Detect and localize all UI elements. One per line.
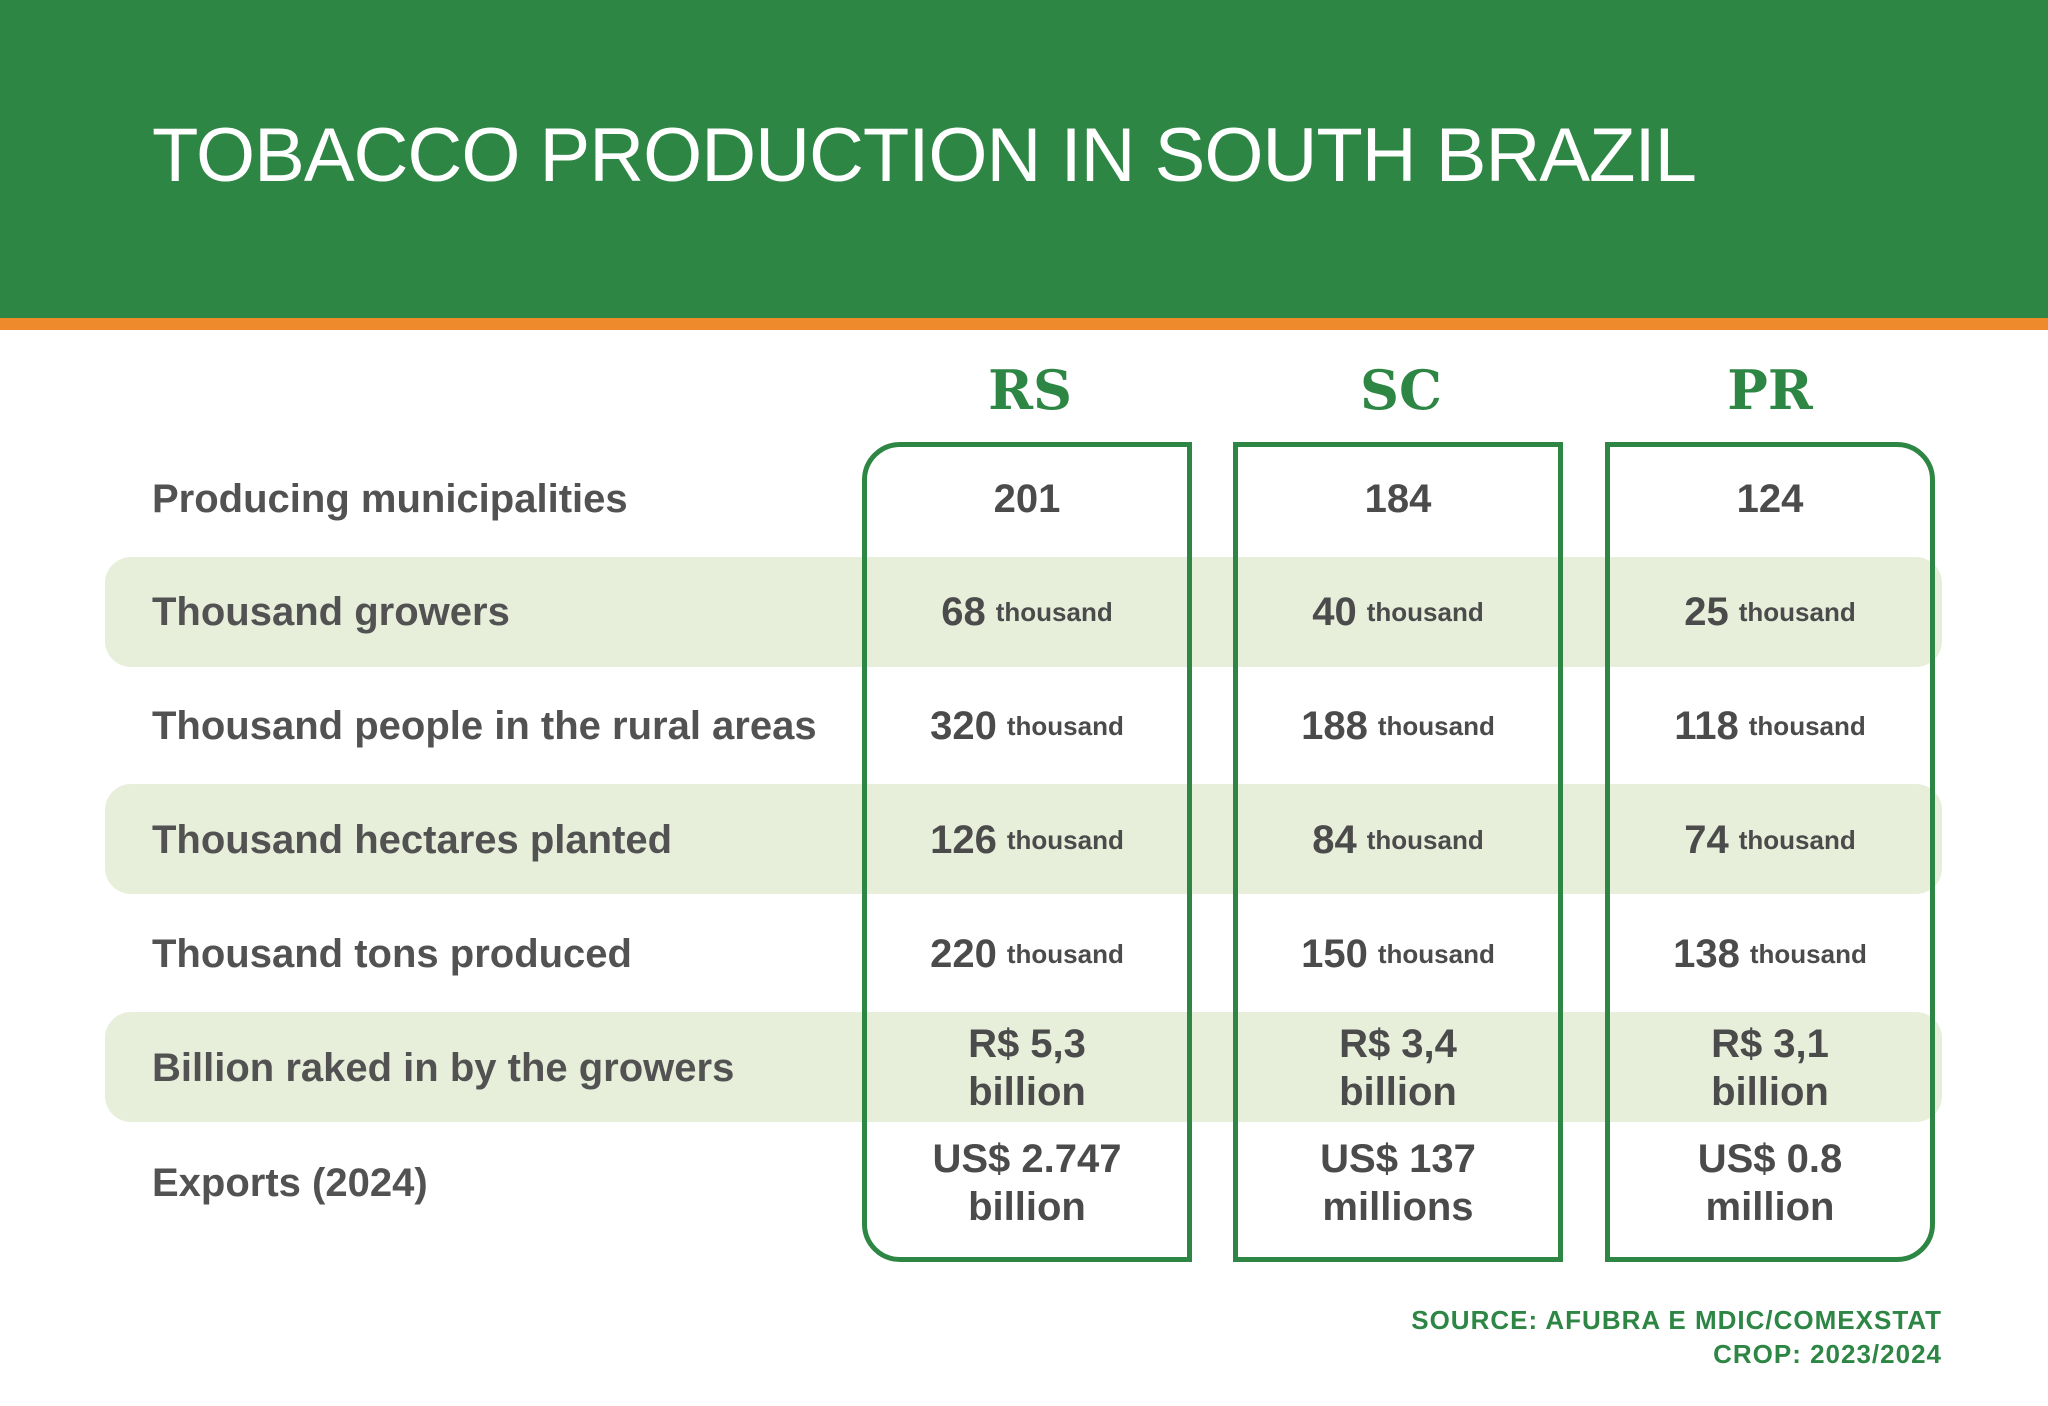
table-cell-pr-3: 74 thousand [1605, 784, 1935, 896]
cell-unit: thousand [1749, 938, 1867, 969]
cell-number: 118 [1674, 703, 1739, 748]
table-cell-rs-0: 201 [862, 443, 1192, 555]
table-cell-sc-3: 84 thousand [1233, 784, 1563, 896]
cell-value-unit: billion [968, 1070, 1086, 1114]
row-label-tons: Thousand tons produced [152, 932, 632, 976]
table-cell-pr-6: US$ 0.8 million [1605, 1127, 1935, 1239]
row-band-billion [105, 1012, 1942, 1122]
table-cell-sc-0: 184 [1233, 443, 1563, 555]
accent-divider [0, 318, 2048, 330]
cell-value: R$ 5,3 [968, 1022, 1086, 1066]
page-title: TOBACCO PRODUCTION IN SOUTH BRAZIL [152, 113, 1697, 198]
cell-number: 184 [1364, 476, 1432, 521]
row-band-growers [105, 557, 1942, 667]
row-band-hectares [105, 784, 1942, 894]
table-cell-sc-5: R$ 3,4 billion [1233, 1012, 1563, 1124]
row-label-growers: Thousand growers [152, 590, 510, 634]
row-label-municipalities: Producing municipalities [152, 477, 628, 521]
cell-unit: thousand [1366, 824, 1484, 855]
cell-number: 84 [1312, 817, 1357, 862]
cell-unit: thousand [1748, 710, 1866, 741]
cell-number: 124 [1736, 476, 1804, 521]
cell-unit: thousand [1377, 710, 1495, 741]
cell-unit: thousand [1006, 710, 1124, 741]
cell-unit: thousand [1006, 938, 1124, 969]
table-cell-sc-2: 188 thousand [1233, 670, 1563, 782]
cell-value: US$ 137 [1320, 1137, 1476, 1181]
column-header-sc: SC [1360, 358, 1442, 422]
crop-line: CROP: 2023/2024 [1713, 1339, 1942, 1369]
source-note: SOURCE: AFUBRA E MDIC/COMEXSTAT CROP: 20… [1411, 1303, 1942, 1371]
table-cell-pr-1: 25 thousand [1605, 556, 1935, 668]
source-line: SOURCE: AFUBRA E MDIC/COMEXSTAT [1411, 1305, 1942, 1335]
table-cell-rs-1: 68 thousand [862, 556, 1192, 668]
cell-value-unit: million [1705, 1185, 1835, 1229]
column-box-pr [1605, 442, 1935, 1262]
table-cell-rs-4: 220 thousand [862, 898, 1192, 1010]
cell-number: 188 [1301, 703, 1368, 748]
table-cell-pr-4: 138 thousand [1605, 898, 1935, 1010]
column-header-pr: PR [1727, 358, 1813, 422]
table-cell-rs-6: US$ 2.747 billion [862, 1127, 1192, 1239]
cell-value-unit: billion [1339, 1070, 1457, 1114]
column-box-rs [862, 442, 1192, 1262]
cell-value-unit: billion [1711, 1070, 1829, 1114]
table-cell-pr-2: 118 thousand [1605, 670, 1935, 782]
cell-number: 138 [1673, 931, 1740, 976]
table-cell-rs-5: R$ 5,3 billion [862, 1012, 1192, 1124]
cell-unit: thousand [1738, 596, 1856, 627]
cell-unit: thousand [1006, 824, 1124, 855]
cell-value: US$ 0.8 [1697, 1137, 1843, 1181]
cell-number: 40 [1312, 589, 1357, 634]
cell-number: 320 [930, 703, 997, 748]
cell-unit: thousand [1377, 938, 1495, 969]
cell-value: R$ 3,4 [1339, 1022, 1457, 1066]
row-label-hectares: Thousand hectares planted [152, 818, 673, 862]
cell-number: 150 [1301, 931, 1368, 976]
cell-number: 201 [993, 476, 1061, 521]
table-cell-pr-5: R$ 3,1 billion [1605, 1012, 1935, 1124]
table-cell-rs-2: 320 thousand [862, 670, 1192, 782]
table-cell-sc-6: US$ 137 millions [1233, 1127, 1563, 1239]
cell-value-unit: billion [968, 1185, 1086, 1229]
cell-number: 74 [1684, 817, 1729, 862]
cell-value: US$ 2.747 [932, 1137, 1122, 1181]
cell-unit: thousand [995, 596, 1113, 627]
table-cell-rs-3: 126 thousand [862, 784, 1192, 896]
table-cell-sc-1: 40 thousand [1233, 556, 1563, 668]
cell-value-unit: millions [1322, 1185, 1474, 1229]
cell-unit: thousand [1738, 824, 1856, 855]
cell-value: R$ 3,1 [1711, 1022, 1829, 1066]
row-label-rural-people: Thousand people in the rural areas [152, 704, 817, 748]
column-box-sc [1233, 442, 1563, 1262]
cell-number: 25 [1684, 589, 1729, 634]
table-cell-pr-0: 124 [1605, 443, 1935, 555]
cell-number: 220 [930, 931, 997, 976]
table-cell-sc-4: 150 thousand [1233, 898, 1563, 1010]
cell-number: 126 [930, 817, 997, 862]
cell-number: 68 [941, 589, 986, 634]
row-label-exports: Exports (2024) [152, 1161, 428, 1205]
cell-unit: thousand [1366, 596, 1484, 627]
row-label-grower-income: Billion raked in by the growers [152, 1046, 735, 1090]
header-banner: TOBACCO PRODUCTION IN SOUTH BRAZIL [0, 0, 2048, 318]
column-header-rs: RS [988, 358, 1072, 422]
